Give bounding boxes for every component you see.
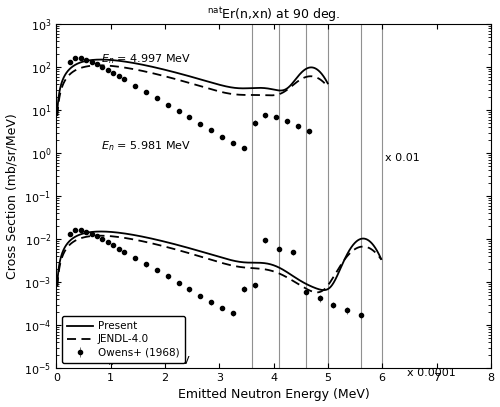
Line: Present: Present	[58, 59, 328, 111]
Legend: Present, JENDL-4.0, Owens+ (1968): Present, JENDL-4.0, Owens+ (1968)	[62, 316, 185, 363]
Title: $^{\mathregular{nat}}$Er(n,xn) at 90 deg.: $^{\mathregular{nat}}$Er(n,xn) at 90 deg…	[207, 6, 340, 24]
Text: $E_n$ = 6.970 MeV: $E_n$ = 6.970 MeV	[101, 354, 191, 368]
Text: x 0.01: x 0.01	[385, 153, 420, 163]
Present	[170, 69, 176, 74]
JENDL-4.0	[102, 63, 107, 68]
Present	[85, 58, 91, 63]
JENDL-4.0	[158, 73, 164, 78]
JENDL-4.0	[85, 64, 91, 69]
Present	[102, 57, 107, 62]
Y-axis label: Cross Section (mb/sr/MeV): Cross Section (mb/sr/MeV)	[6, 113, 18, 279]
JENDL-4.0	[54, 114, 60, 118]
Present	[290, 80, 296, 85]
Text: x 0.0001: x 0.0001	[406, 368, 456, 378]
JENDL-4.0	[325, 84, 331, 89]
Present	[98, 57, 104, 62]
X-axis label: Emitted Neutron Energy (MeV): Emitted Neutron Energy (MeV)	[178, 388, 370, 401]
JENDL-4.0	[320, 79, 326, 84]
Present	[320, 72, 326, 77]
JENDL-4.0	[290, 82, 296, 87]
Line: JENDL-4.0: JENDL-4.0	[58, 66, 328, 116]
Present	[54, 108, 60, 113]
JENDL-4.0	[170, 76, 176, 81]
JENDL-4.0	[97, 63, 103, 68]
Present	[158, 66, 164, 71]
Present	[325, 81, 331, 86]
Text: $E_n$ = 4.997 MeV: $E_n$ = 4.997 MeV	[101, 52, 191, 66]
Text: $E_n$ = 5.981 MeV: $E_n$ = 5.981 MeV	[101, 139, 191, 153]
